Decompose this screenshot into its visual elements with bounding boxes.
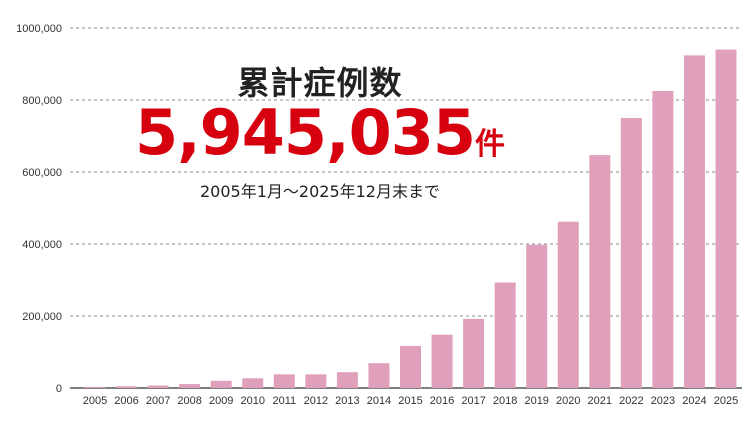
- x-tick-label: 2014: [367, 395, 391, 407]
- chart-title: 累計症例数: [237, 64, 403, 102]
- x-tick-label: 2009: [209, 395, 233, 407]
- x-axis-ticks: 2005 2006 2007 2008 2009 2010 2011 2012 2013 2014…: [83, 395, 738, 407]
- bar-2025: [715, 49, 737, 388]
- bar-2012: [305, 374, 327, 388]
- x-tick-label: 2012: [304, 395, 328, 407]
- bar-2020: [557, 221, 579, 388]
- bar-2022: [620, 118, 642, 388]
- bar-2023: [652, 91, 674, 388]
- x-tick-label: 2013: [335, 395, 359, 407]
- y-tick-label: 800,000: [22, 95, 62, 107]
- period-note: 2005年1月～2025年12月末まで: [200, 182, 440, 201]
- x-tick-label: 2019: [524, 395, 548, 407]
- total-count: 5,945,035件: [110, 96, 530, 169]
- bar-2017: [463, 318, 485, 388]
- total-count-unit: 件: [475, 127, 506, 162]
- x-tick-label: 2020: [556, 395, 580, 407]
- x-tick-label: 2007: [146, 395, 170, 407]
- bars: [84, 49, 737, 389]
- x-tick-label: 2025: [714, 395, 738, 407]
- y-tick-label: 200,000: [22, 311, 62, 323]
- bar-2013: [336, 372, 358, 388]
- total-count-value: 5,945,035: [134, 96, 476, 169]
- bar-2024: [683, 55, 705, 389]
- x-tick-label: 2005: [83, 395, 107, 407]
- bar-2015: [400, 345, 421, 388]
- bar-2007: [147, 385, 169, 388]
- x-tick-label: 2022: [619, 395, 643, 407]
- bar-2008: [179, 384, 201, 388]
- bar-2019: [526, 244, 548, 388]
- bar-2009: [210, 380, 232, 388]
- y-tick-label: 0: [56, 383, 62, 395]
- x-tick-label: 2021: [588, 395, 612, 407]
- bar-2010: [242, 378, 264, 388]
- x-tick-label: 2010: [241, 395, 265, 407]
- y-axis-ticks: 0 200,000 400,000 600,000 800,000 1000,000: [16, 23, 62, 395]
- bar-2014: [368, 363, 390, 388]
- bar-2005: [84, 386, 106, 388]
- x-tick-label: 2016: [430, 395, 454, 407]
- x-tick-label: 2024: [682, 395, 706, 407]
- x-tick-label: 2015: [398, 395, 422, 407]
- x-tick-label: 2008: [177, 395, 201, 407]
- y-tick-label: 400,000: [22, 239, 62, 251]
- x-tick-label: 2017: [461, 395, 485, 407]
- x-tick-label: 2018: [493, 395, 517, 407]
- y-tick-label: 1000,000: [16, 23, 62, 35]
- x-tick-label: 2023: [651, 395, 675, 407]
- bar-2016: [431, 334, 453, 388]
- bar-2006: [116, 386, 138, 388]
- bar-2011: [273, 374, 295, 388]
- x-tick-label: 2006: [114, 395, 138, 407]
- x-tick-label: 2011: [272, 395, 296, 407]
- y-tick-label: 600,000: [22, 167, 62, 179]
- bar-2021: [589, 155, 611, 388]
- bar-2018: [494, 282, 516, 388]
